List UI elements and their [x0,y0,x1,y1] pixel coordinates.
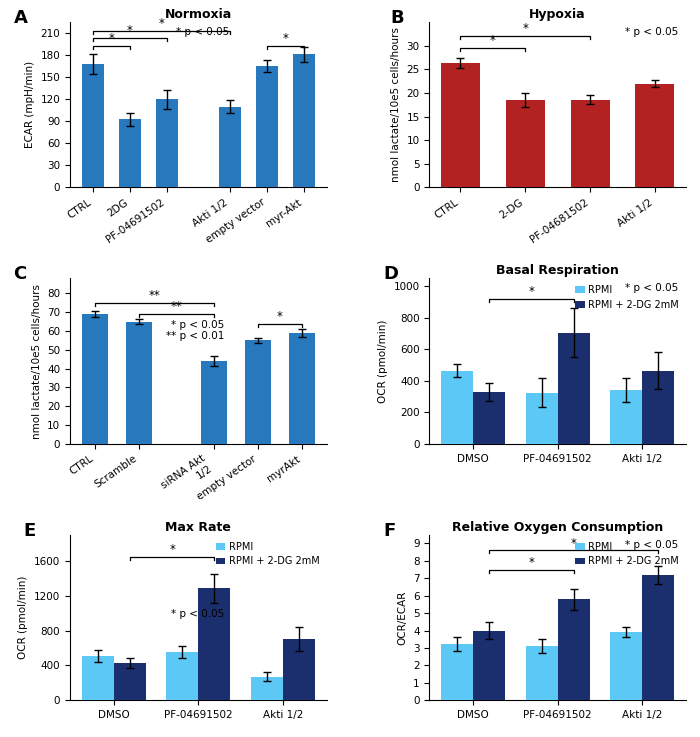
Bar [473,631,505,700]
Text: *: * [570,537,577,550]
Title: Relative Oxygen Consumption: Relative Oxygen Consumption [452,520,664,534]
Bar [119,119,141,187]
Bar [82,656,114,700]
Bar [610,391,642,444]
Y-axis label: OCR (pmol/min): OCR (pmol/min) [378,319,388,403]
Bar [636,83,674,187]
Text: *: * [158,17,164,30]
Bar [256,66,278,187]
Y-axis label: ECAR (mpH/min): ECAR (mpH/min) [25,61,35,148]
Text: *: * [490,34,496,47]
Y-axis label: OCR (pmol/min): OCR (pmol/min) [18,576,29,659]
Title: Normoxia: Normoxia [164,8,232,21]
Text: * p < 0.05: * p < 0.05 [625,27,678,37]
Y-axis label: nmol lactate/10e5 cells/hours: nmol lactate/10e5 cells/hours [32,284,41,439]
Bar [570,99,610,187]
Text: D: D [383,265,398,283]
Bar [441,371,473,444]
Text: * p < 0.05: * p < 0.05 [625,539,678,550]
Bar [441,63,480,187]
Bar [166,652,198,700]
Text: C: C [13,265,27,283]
Bar [155,99,178,187]
Text: * p < 0.05: * p < 0.05 [171,609,224,619]
Y-axis label: OCR/ECAR: OCR/ECAR [398,590,407,645]
Legend: RPMI, RPMI + 2-DG 2mM: RPMI, RPMI + 2-DG 2mM [214,539,322,568]
Text: A: A [13,9,27,27]
Text: *: * [169,542,175,556]
Bar [642,575,674,700]
Bar [526,646,558,700]
Title: Basal Respiration: Basal Respiration [496,265,619,277]
Bar [558,333,590,444]
Bar [441,644,473,700]
Text: *: * [276,310,283,323]
Bar [218,107,241,187]
Text: E: E [24,522,36,539]
Bar [506,100,545,187]
Bar [82,314,108,444]
Text: *: * [522,22,528,35]
Bar [293,55,315,187]
Bar [473,392,505,444]
Text: *: * [108,32,114,45]
Bar [198,588,230,700]
Title: Hypoxia: Hypoxia [529,8,586,21]
Title: Max Rate: Max Rate [165,520,231,534]
Text: * p < 0.05
** p < 0.01: * p < 0.05 ** p < 0.01 [166,320,224,341]
Bar [251,677,283,700]
Text: F: F [383,522,395,539]
Text: * p < 0.05: * p < 0.05 [176,27,229,37]
Bar [114,663,146,700]
Bar [288,333,315,444]
Bar [526,393,558,444]
Text: **: ** [148,289,160,302]
Y-axis label: nmol lactate/10e5 cells/hours: nmol lactate/10e5 cells/hours [391,27,401,182]
Text: *: * [528,285,534,298]
Legend: RPMI, RPMI + 2-DG 2mM: RPMI, RPMI + 2-DG 2mM [573,283,681,312]
Text: *: * [528,556,534,569]
Legend: RPMI, RPMI + 2-DG 2mM: RPMI, RPMI + 2-DG 2mM [573,539,681,568]
Bar [610,632,642,700]
Bar [558,599,590,700]
Text: *: * [127,24,133,38]
Bar [283,639,315,700]
Bar [82,64,104,187]
Bar [200,361,227,444]
Text: * p < 0.05: * p < 0.05 [625,284,678,293]
Bar [244,340,271,444]
Bar [126,321,152,444]
Text: B: B [391,9,405,27]
Text: **: ** [170,300,182,313]
Bar [642,371,674,444]
Text: *: * [282,32,288,45]
